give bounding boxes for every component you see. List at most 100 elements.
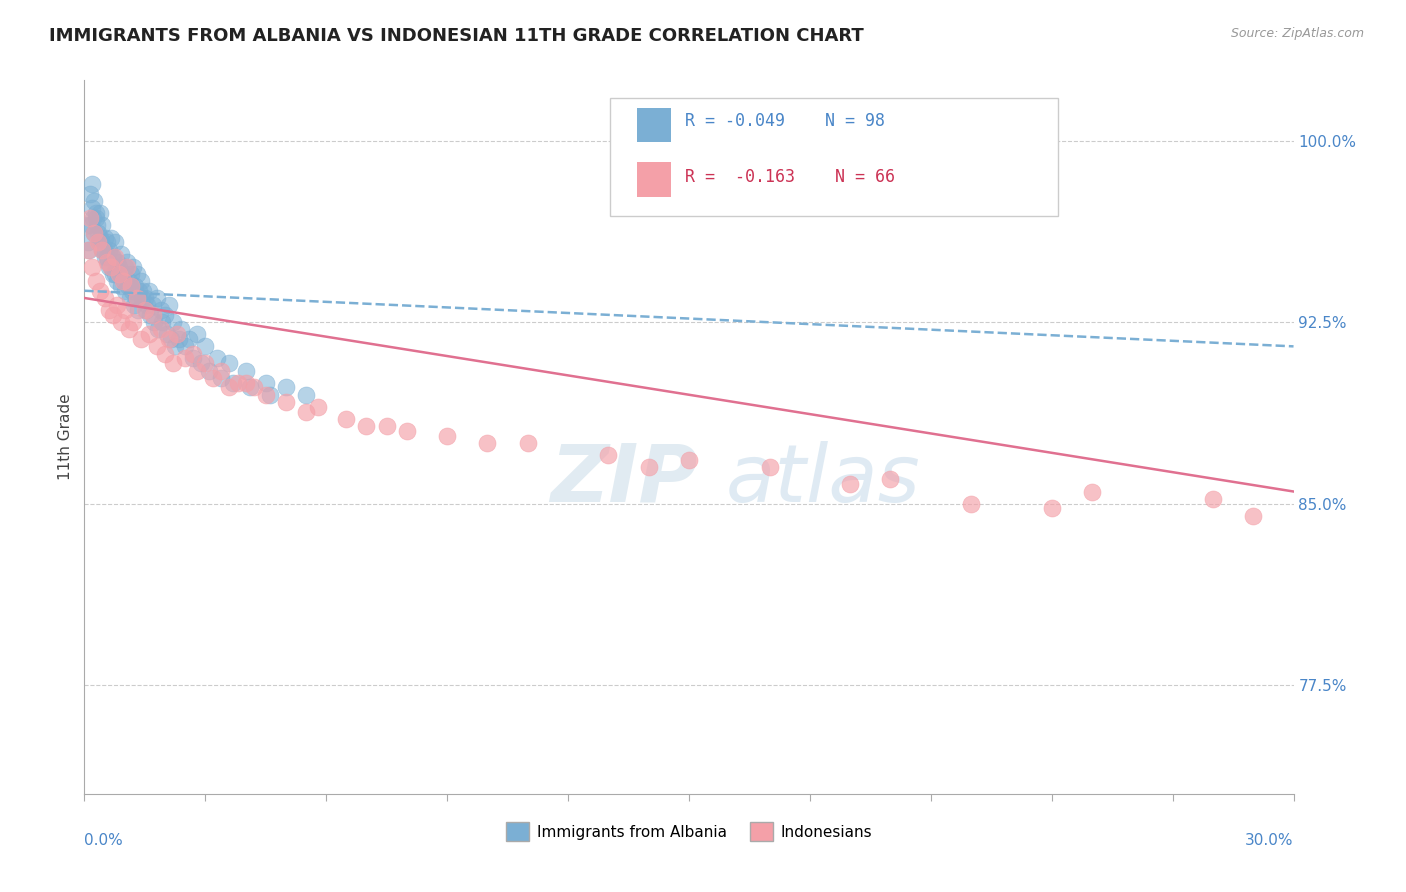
- Point: [111, 267, 134, 281]
- Point: [436, 429, 458, 443]
- Point: [167, 332, 190, 346]
- Point: [100, 230, 122, 244]
- Point: [477, 436, 499, 450]
- Point: [125, 267, 148, 281]
- Point: [101, 250, 124, 264]
- Point: [129, 274, 152, 288]
- Point: [100, 260, 122, 274]
- Point: [239, 380, 262, 394]
- Point: [162, 315, 184, 329]
- Point: [114, 284, 136, 298]
- Point: [77, 243, 100, 257]
- Text: R =  -0.163    N = 66: R = -0.163 N = 66: [685, 168, 896, 186]
- Point: [91, 243, 114, 257]
- Point: [274, 395, 297, 409]
- Point: [94, 250, 117, 264]
- Point: [83, 194, 105, 209]
- Point: [138, 284, 160, 298]
- Point: [375, 419, 398, 434]
- Point: [80, 202, 103, 216]
- Point: [97, 254, 120, 268]
- Point: [89, 284, 111, 298]
- Point: [181, 351, 204, 366]
- Point: [97, 303, 120, 318]
- FancyBboxPatch shape: [610, 98, 1057, 216]
- Point: [170, 322, 193, 336]
- Point: [91, 243, 114, 257]
- Point: [174, 351, 197, 366]
- Point: [138, 308, 160, 322]
- Point: [307, 400, 329, 414]
- Text: ZIP: ZIP: [550, 441, 697, 519]
- Point: [226, 376, 249, 390]
- Point: [129, 332, 152, 346]
- Point: [93, 291, 115, 305]
- Point: [107, 267, 129, 281]
- Point: [295, 405, 318, 419]
- Point: [135, 298, 157, 312]
- Point: [122, 298, 145, 312]
- Point: [93, 243, 115, 257]
- Point: [190, 356, 212, 370]
- Point: [254, 376, 277, 390]
- Point: [128, 284, 150, 298]
- Point: [79, 211, 101, 226]
- Point: [153, 346, 176, 360]
- FancyBboxPatch shape: [637, 108, 671, 143]
- Point: [186, 327, 208, 342]
- Point: [194, 356, 217, 370]
- Point: [96, 250, 118, 264]
- Point: [83, 226, 105, 240]
- Point: [146, 339, 169, 353]
- Point: [132, 284, 155, 298]
- Point: [157, 332, 180, 346]
- Point: [104, 267, 127, 281]
- Point: [198, 363, 221, 377]
- Point: [79, 186, 101, 201]
- Point: [356, 419, 378, 434]
- Point: [142, 308, 165, 322]
- Point: [89, 230, 111, 244]
- Point: [91, 219, 114, 233]
- Point: [153, 308, 176, 322]
- Point: [82, 178, 104, 192]
- Point: [242, 380, 264, 394]
- Text: atlas: atlas: [725, 441, 920, 519]
- Point: [107, 274, 129, 288]
- Point: [598, 448, 620, 462]
- Point: [76, 235, 98, 250]
- Point: [84, 206, 107, 220]
- Point: [86, 211, 108, 226]
- Point: [1202, 491, 1225, 506]
- Point: [142, 298, 165, 312]
- Text: 0.0%: 0.0%: [84, 833, 124, 848]
- Point: [87, 235, 110, 250]
- Point: [138, 327, 160, 342]
- Point: [295, 388, 318, 402]
- Point: [156, 327, 179, 342]
- Point: [82, 260, 104, 274]
- Point: [125, 291, 148, 305]
- Point: [259, 388, 281, 402]
- Point: [165, 339, 187, 353]
- Point: [758, 460, 780, 475]
- Point: [209, 371, 232, 385]
- Point: [96, 254, 118, 268]
- Point: [149, 322, 172, 336]
- FancyBboxPatch shape: [637, 162, 671, 196]
- Text: Source: ZipAtlas.com: Source: ZipAtlas.com: [1230, 27, 1364, 40]
- Point: [960, 497, 983, 511]
- Point: [107, 260, 129, 274]
- Point: [150, 315, 173, 329]
- Point: [96, 235, 118, 250]
- Point: [209, 363, 232, 377]
- Point: [142, 315, 165, 329]
- Point: [97, 243, 120, 257]
- Point: [1040, 501, 1063, 516]
- Legend: Immigrants from Albania, Indonesians: Immigrants from Albania, Indonesians: [501, 816, 877, 847]
- Point: [1081, 484, 1104, 499]
- Point: [134, 303, 156, 318]
- Point: [160, 332, 183, 346]
- Point: [121, 315, 143, 329]
- Point: [157, 298, 180, 312]
